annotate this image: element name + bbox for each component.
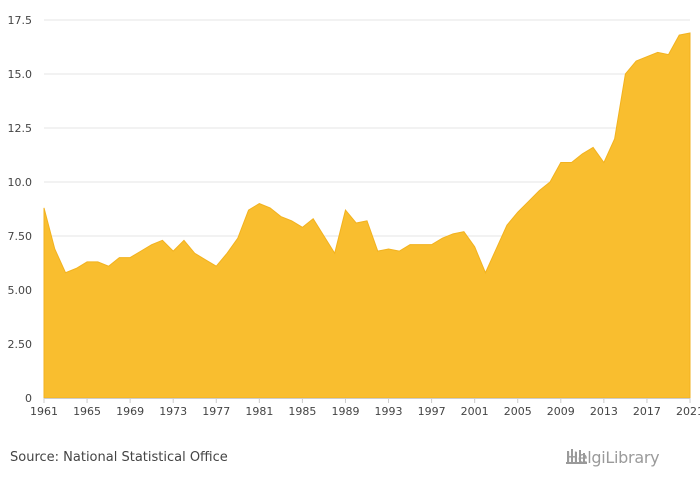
data-point[interactable] bbox=[138, 248, 144, 254]
x-tick-label: 2021 bbox=[676, 405, 700, 418]
data-point[interactable] bbox=[342, 207, 348, 213]
logo-text: HelgiLibrary bbox=[566, 448, 660, 467]
axes: 0 2.50 5.00 7.50 10.0 12.5 15.0 17.5 1961 1965 196… bbox=[8, 14, 700, 418]
data-point[interactable] bbox=[633, 58, 639, 64]
data-point[interactable] bbox=[256, 201, 262, 207]
y-tick-label: 10.0 bbox=[8, 176, 33, 189]
data-point[interactable] bbox=[246, 207, 252, 213]
data-point[interactable] bbox=[418, 242, 424, 248]
data-point[interactable] bbox=[429, 242, 435, 248]
y-tick-label: 5.00 bbox=[8, 284, 33, 297]
data-point[interactable] bbox=[224, 250, 230, 256]
data-point[interactable] bbox=[396, 248, 402, 254]
data-point[interactable] bbox=[482, 270, 488, 276]
series-area[interactable] bbox=[43, 32, 691, 399]
y-tick-label: 2.50 bbox=[8, 338, 33, 351]
x-tick-label: 1965 bbox=[73, 405, 101, 418]
data-point[interactable] bbox=[149, 242, 155, 248]
data-point[interactable] bbox=[644, 54, 650, 60]
helgilibrary-logo[interactable]: HelgiLibrary bbox=[566, 448, 660, 467]
data-point[interactable] bbox=[493, 246, 499, 252]
x-tick-label: 2001 bbox=[461, 405, 489, 418]
data-point[interactable] bbox=[407, 242, 413, 248]
y-tick-label: 0 bbox=[25, 392, 32, 405]
data-point[interactable] bbox=[676, 32, 682, 38]
data-point[interactable] bbox=[95, 259, 101, 265]
data-point[interactable] bbox=[375, 248, 381, 254]
y-tick-label: 17.5 bbox=[8, 14, 33, 27]
source-note: Source: National Statistical Office bbox=[10, 450, 228, 465]
data-point[interactable] bbox=[622, 71, 628, 77]
data-point[interactable] bbox=[386, 246, 392, 252]
data-point[interactable] bbox=[127, 255, 133, 261]
y-tick-label: 12.5 bbox=[8, 122, 33, 135]
data-point[interactable] bbox=[461, 229, 467, 235]
data-point[interactable] bbox=[665, 52, 671, 58]
data-point[interactable] bbox=[41, 205, 47, 211]
data-point[interactable] bbox=[558, 160, 564, 166]
x-tick-label: 1961 bbox=[30, 405, 58, 418]
x-tick-label: 1981 bbox=[245, 405, 273, 418]
data-point[interactable] bbox=[364, 218, 370, 224]
data-point[interactable] bbox=[116, 255, 122, 261]
data-point[interactable] bbox=[590, 144, 596, 150]
data-point[interactable] bbox=[547, 179, 553, 185]
x-tick-label: 2017 bbox=[633, 405, 661, 418]
library-building-icon bbox=[566, 449, 587, 464]
x-tick-label: 1993 bbox=[375, 405, 403, 418]
data-point[interactable] bbox=[536, 188, 542, 194]
data-point[interactable] bbox=[73, 265, 79, 271]
x-tick-label: 1989 bbox=[331, 405, 359, 418]
data-point[interactable] bbox=[439, 235, 445, 241]
data-point[interactable] bbox=[579, 151, 585, 157]
x-tick-label: 2005 bbox=[504, 405, 532, 418]
data-point[interactable] bbox=[332, 250, 338, 256]
data-point[interactable] bbox=[213, 263, 219, 269]
data-point[interactable] bbox=[289, 218, 295, 224]
area-chart: 0 2.50 5.00 7.50 10.0 12.5 15.0 17.5 1961 1965 196… bbox=[8, 14, 700, 418]
data-point[interactable] bbox=[687, 30, 693, 36]
x-tick-label: 1969 bbox=[116, 405, 144, 418]
x-tick-label: 2013 bbox=[590, 405, 618, 418]
data-point[interactable] bbox=[52, 246, 58, 252]
y-tick-label: 7.50 bbox=[8, 230, 33, 243]
data-point[interactable] bbox=[106, 263, 112, 269]
data-point[interactable] bbox=[192, 250, 198, 256]
x-tick-label: 2009 bbox=[547, 405, 575, 418]
x-tick-label: 1977 bbox=[202, 405, 230, 418]
data-point[interactable] bbox=[450, 231, 456, 237]
area-series bbox=[41, 30, 693, 399]
data-point[interactable] bbox=[526, 198, 532, 204]
data-point[interactable] bbox=[278, 214, 284, 220]
data-point[interactable] bbox=[655, 49, 661, 55]
y-tick-label: 15.0 bbox=[8, 68, 33, 81]
data-point[interactable] bbox=[299, 224, 305, 230]
data-point[interactable] bbox=[569, 160, 575, 166]
data-point[interactable] bbox=[63, 270, 69, 276]
data-point[interactable] bbox=[310, 216, 316, 222]
data-point[interactable] bbox=[235, 235, 241, 241]
data-point[interactable] bbox=[353, 220, 359, 226]
data-point[interactable] bbox=[515, 209, 521, 215]
data-point[interactable] bbox=[181, 237, 187, 243]
data-point[interactable] bbox=[203, 257, 209, 263]
data-point[interactable] bbox=[472, 244, 478, 250]
x-tick-label: 1973 bbox=[159, 405, 187, 418]
x-tick-label: 1985 bbox=[288, 405, 316, 418]
data-point[interactable] bbox=[504, 222, 510, 228]
x-tick-label: 1997 bbox=[418, 405, 446, 418]
data-point[interactable] bbox=[170, 248, 176, 254]
data-point[interactable] bbox=[84, 259, 90, 265]
data-point[interactable] bbox=[267, 205, 273, 211]
data-point[interactable] bbox=[601, 160, 607, 166]
data-point[interactable] bbox=[159, 237, 165, 243]
data-point[interactable] bbox=[321, 233, 327, 239]
data-point[interactable] bbox=[612, 136, 618, 142]
